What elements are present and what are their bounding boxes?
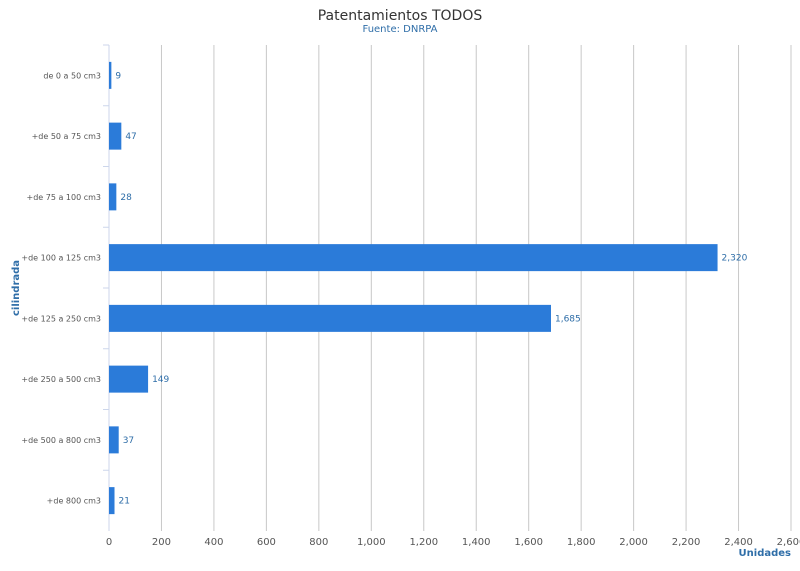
bar xyxy=(109,304,551,332)
data-label: 37 xyxy=(123,436,134,446)
data-label: 2,320 xyxy=(722,254,748,264)
bar xyxy=(109,122,122,150)
data-label: 47 xyxy=(125,132,136,142)
x-tick-label: 2,000 xyxy=(619,537,648,548)
data-label: 28 xyxy=(120,193,132,203)
bar xyxy=(109,244,718,272)
category-label: +de 500 a 800 cm3 xyxy=(21,436,101,445)
x-tick-label: 1,000 xyxy=(357,537,386,548)
x-tick-label: 1,400 xyxy=(462,537,491,548)
x-tick-label: 1,600 xyxy=(514,537,543,548)
category-label: de 0 a 50 cm3 xyxy=(43,71,101,80)
bar xyxy=(109,183,117,211)
x-tick-label: 600 xyxy=(257,537,276,548)
data-label: 21 xyxy=(119,497,130,507)
chart-title: Patentamientos TODOS xyxy=(317,8,483,24)
data-label: 9 xyxy=(115,71,121,81)
category-label: +de 800 cm3 xyxy=(47,497,101,506)
bar xyxy=(109,487,115,515)
category-label: +de 250 a 500 cm3 xyxy=(21,375,101,384)
category-label: +de 100 a 125 cm3 xyxy=(21,254,101,263)
x-tick-label: 800 xyxy=(309,537,328,548)
data-label: 1,685 xyxy=(555,314,581,324)
y-axis-title: cilindrada xyxy=(11,260,22,316)
x-tick-label: 400 xyxy=(204,537,223,548)
x-tick-label: 1,800 xyxy=(567,537,596,548)
x-tick-label: 1,200 xyxy=(409,537,438,548)
x-tick-label: 200 xyxy=(152,537,171,548)
x-tick-label: 0 xyxy=(106,537,112,548)
x-axis-title: Unidades xyxy=(739,548,792,559)
data-label: 149 xyxy=(152,375,169,385)
chart-subtitle: Fuente: DNRPA xyxy=(362,24,438,35)
bar xyxy=(109,426,119,454)
x-tick-label: 2,600 xyxy=(777,537,800,548)
x-tick-label: 2,200 xyxy=(672,537,701,548)
x-tick-label: 2,400 xyxy=(724,537,753,548)
category-label: +de 50 a 75 cm3 xyxy=(32,132,101,141)
category-label: +de 75 a 100 cm3 xyxy=(26,193,101,202)
category-label: +de 125 a 250 cm3 xyxy=(21,314,101,323)
bar xyxy=(109,365,149,393)
bar xyxy=(109,61,112,89)
